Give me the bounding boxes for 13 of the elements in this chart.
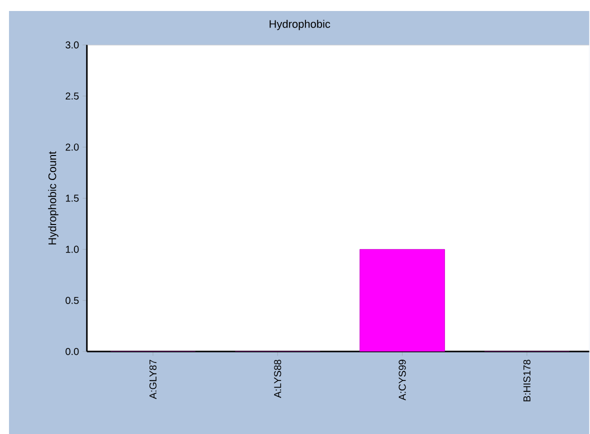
x-tick-label: A:GLY87	[149, 360, 156, 399]
y-tick-label: 1.0	[66, 246, 79, 253]
y-tick-label: 3.0	[66, 41, 79, 48]
y-tick-label: 0.0	[66, 348, 79, 355]
y-tick-label: 0.5	[66, 296, 79, 304]
chart-title: Hydrophobic	[270, 20, 330, 30]
y-tick-label: 2.5	[66, 92, 79, 100]
y-axis-title: Hydrophobic Count	[48, 151, 58, 244]
y-tick-label: 1.5	[66, 194, 79, 202]
y-tick-label: 2.0	[66, 143, 79, 150]
x-tick-label: A:CYS99	[398, 360, 406, 400]
x-tick-label: B:HIS178	[523, 360, 530, 402]
x-tick-label: A:LYS88	[274, 360, 282, 398]
